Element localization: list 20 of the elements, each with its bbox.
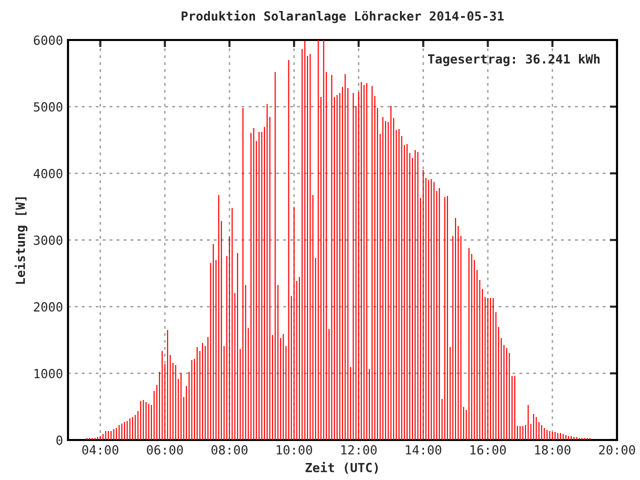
x-tick-label: 20:00	[599, 445, 636, 455]
y-axis-title: Leistung [W]	[14, 197, 28, 284]
y-tick-label: 4000	[34, 168, 62, 178]
x-tick-label: 04:00	[82, 445, 118, 455]
x-tick-label: 12:00	[341, 445, 377, 455]
x-tick-label: 18:00	[535, 445, 570, 455]
x-tick-label: 10:00	[276, 445, 312, 455]
x-axis-title: Zeit (UTC)	[306, 462, 378, 474]
x-tick-label: 06:00	[146, 445, 183, 455]
x-tick-label: 16:00	[470, 445, 506, 455]
y-tick-label: 3000	[34, 236, 62, 245]
x-tick-label: 08:00	[211, 445, 248, 455]
y-tick-label: 6000	[34, 36, 62, 45]
y-tick-label: 2000	[34, 302, 62, 312]
y-tick-label: 0	[56, 436, 62, 445]
x-tick-label: 14:00	[406, 445, 442, 455]
chart-title: Produktion Solaranlage Löhracker 2014-05-31	[182, 10, 504, 24]
y-tick-label: 5000	[34, 102, 62, 112]
y-tick-label: 1000	[34, 368, 62, 378]
annotation: Tagesertrag: 36.241 kWh	[428, 54, 600, 66]
